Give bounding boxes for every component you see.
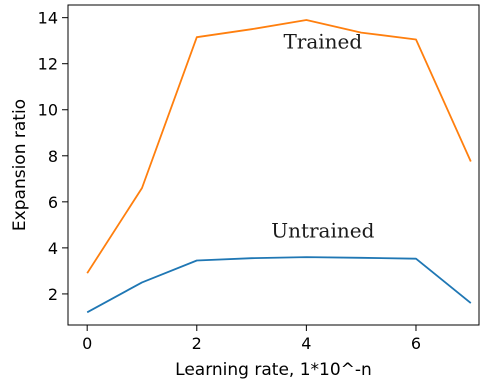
x-axis-title: Learning rate, 1*10^-n bbox=[175, 360, 372, 380]
y-tick-label: 10 bbox=[38, 101, 58, 120]
series-line-1 bbox=[86, 19, 472, 274]
y-tick-label: 14 bbox=[38, 9, 58, 28]
y-tick-label: 2 bbox=[48, 285, 58, 304]
x-tick-label: 0 bbox=[82, 334, 92, 353]
series-line-2 bbox=[86, 256, 472, 314]
plot-frame bbox=[67, 4, 480, 326]
y-tick-label: 12 bbox=[38, 55, 58, 74]
annotation-label: Trained bbox=[283, 30, 362, 54]
y-axis-title: Expansion ratio bbox=[10, 99, 30, 231]
axes: 0 2 4 6 2 4 6 8 10 12 14 bbox=[38, 4, 480, 353]
x-tick-label: 4 bbox=[301, 334, 311, 353]
y-tick-label: 8 bbox=[48, 147, 58, 166]
annotations: Trained Untrained bbox=[271, 30, 374, 243]
series-lines bbox=[86, 19, 472, 314]
x-tick-label: 2 bbox=[192, 334, 202, 353]
x-tick-label: 6 bbox=[411, 334, 421, 353]
y-tick-label: 4 bbox=[48, 239, 58, 258]
y-tick-label: 6 bbox=[48, 193, 58, 212]
annotation-label: Untrained bbox=[271, 219, 374, 243]
